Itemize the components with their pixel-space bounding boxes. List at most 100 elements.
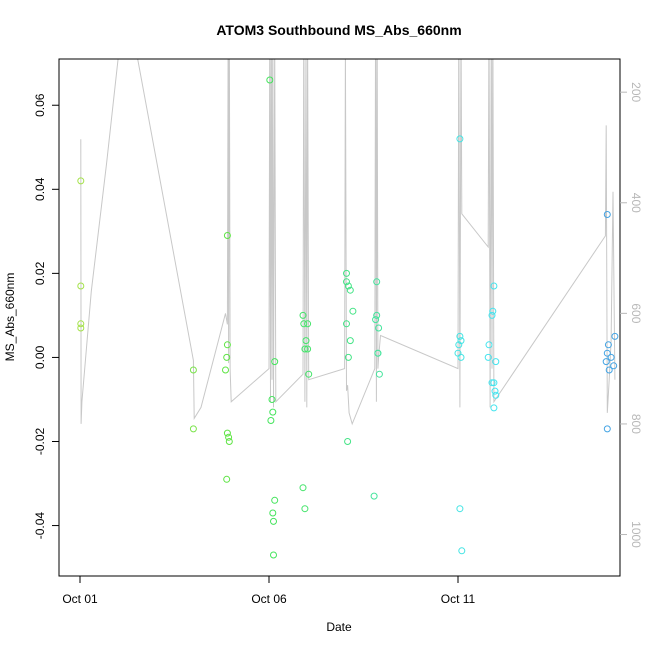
data-point [300,320,308,328]
data-point [223,232,231,239]
data-point [346,286,354,294]
data-point [603,425,611,433]
data-point [222,366,229,374]
y-axis-label: MS_Abs_660nm [3,273,17,362]
right-tick-label: 800 [629,414,643,434]
data-point [490,404,498,412]
data-point [374,349,382,357]
y-axis: -0.04 -0.02 0.00 0.02 0.04 0.06 [33,93,59,539]
data-point [305,370,313,378]
data-point [223,341,231,349]
data-point [225,433,233,441]
data-point [344,438,352,445]
y-tick-label: -0.04 [33,512,47,540]
x-tick-label: Oct 11 [441,592,476,606]
data-point [611,332,619,340]
x-tick-label: Oct 06 [251,592,287,606]
data-point [299,311,307,319]
data-point [605,366,613,374]
data-point [373,278,381,286]
data-point [603,349,611,357]
data-point [604,341,612,349]
y-tick-label: -0.02 [33,428,47,456]
data-point [375,370,383,378]
data-point [343,320,350,328]
data-point [373,311,381,319]
data-point [490,282,498,290]
data-point [375,324,383,332]
data-point [223,475,231,483]
plot-frame [58,58,621,577]
data-point [488,379,496,387]
data-point [603,211,611,218]
data-point [266,76,274,84]
data-point [301,345,309,353]
data-point [458,547,466,555]
x-axis-label: Date [326,620,352,634]
chart-title: ATOM3 Southbound MS_Abs_660nm [216,22,461,38]
data-point [77,324,85,332]
data-point [602,358,610,366]
right-tick-label: 1000 [629,521,643,548]
right-axis: 200 400 600 800 1000 [620,82,643,548]
data-point [492,358,500,366]
data-point [370,492,378,500]
track-line [80,59,616,426]
data-point [269,408,277,416]
data-point [268,396,276,403]
data-point [489,307,497,315]
points-layer [77,76,619,559]
data-point [301,505,309,513]
data-point [271,358,279,366]
data-point [304,345,312,353]
y-tick-label: 0.04 [33,177,47,201]
data-point [488,311,496,319]
data-point [610,362,618,370]
x-tick-label: Oct 01 [62,592,98,606]
data-point [77,282,85,290]
data-point [189,366,197,374]
data-point [484,353,492,361]
data-point [270,517,277,525]
data-point [455,341,463,349]
data-point [457,353,465,361]
data-point [491,387,499,395]
data-point [492,391,500,399]
data-point [490,379,498,387]
data-point [267,417,275,424]
data-point [223,429,231,437]
track-layer [80,59,616,426]
data-point [349,307,357,315]
y-tick-label: 0.06 [33,93,47,117]
data-point [77,177,85,185]
data-point [456,332,464,340]
data-point [346,337,354,345]
data-point [225,438,233,445]
data-point [456,505,464,513]
x-axis: Oct 01 Oct 06 Oct 11 [62,576,476,606]
data-point [344,282,352,290]
data-point [223,353,231,361]
data-point [299,484,307,492]
data-point [372,316,380,324]
data-point [77,320,85,328]
data-point [344,353,352,361]
data-point [343,278,350,286]
data-point [271,496,279,504]
data-point [304,320,312,328]
right-tick-label: 400 [629,193,643,213]
right-tick-label: 200 [629,82,643,102]
right-tick-label: 600 [629,303,643,323]
data-point [485,341,493,349]
data-point [302,337,310,345]
y-tick-label: 0.00 [33,345,47,369]
data-point [607,353,615,361]
data-point [456,135,464,143]
data-point [269,509,277,517]
y-tick-label: 0.02 [33,261,47,285]
data-point [343,269,350,277]
data-point [270,551,277,559]
data-point [189,425,197,433]
